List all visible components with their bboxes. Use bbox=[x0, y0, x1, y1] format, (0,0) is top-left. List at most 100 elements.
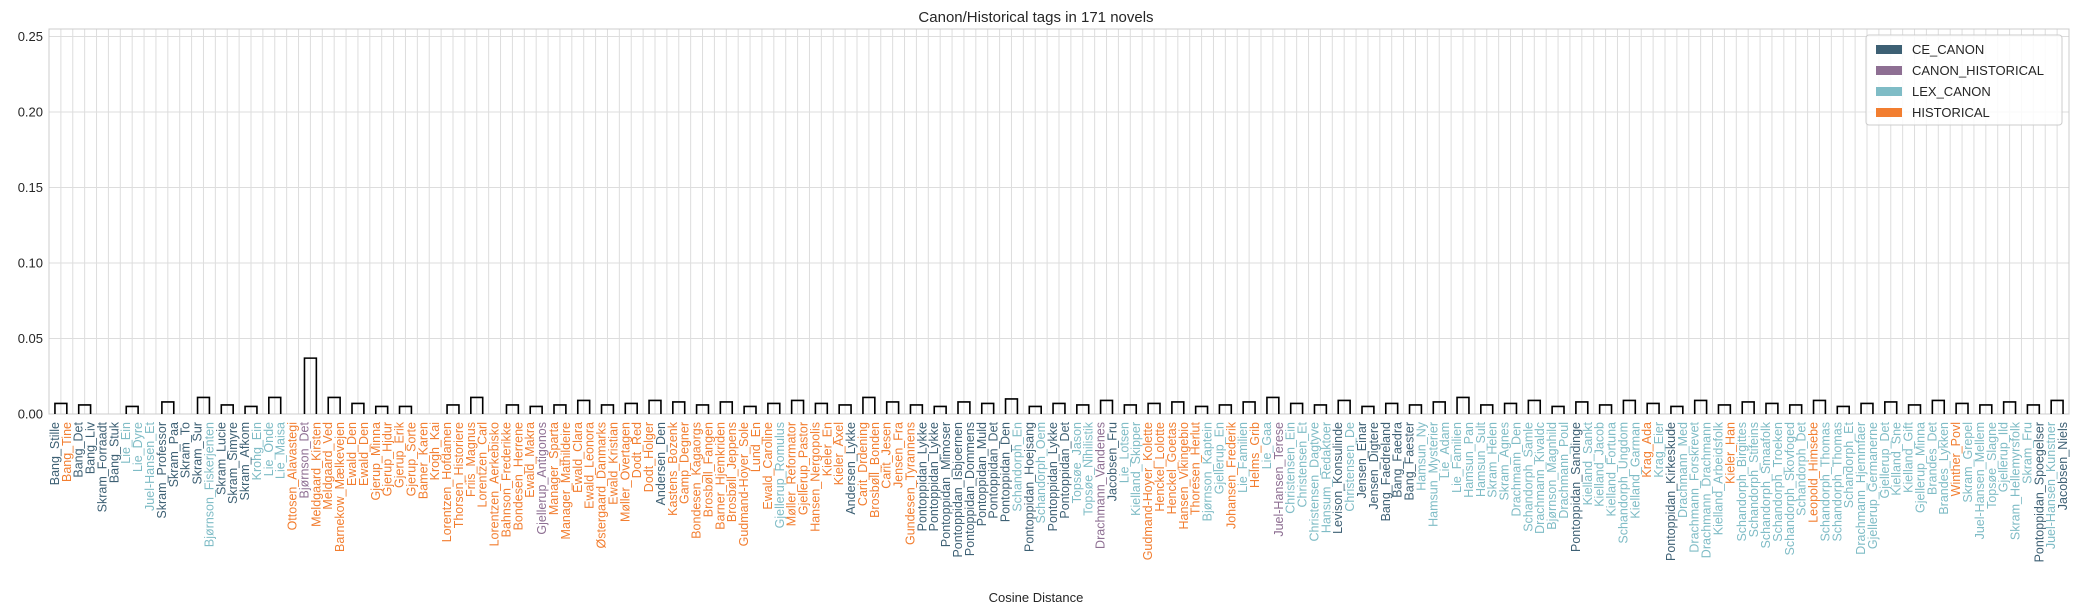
leaf-label: Schandorph_Oem bbox=[1034, 422, 1048, 523]
leaf-label: Thorsen_Historiere bbox=[452, 422, 466, 528]
y-tick-label: 0.05 bbox=[18, 331, 43, 346]
legend-box bbox=[1865, 34, 2063, 126]
leaf-label: Møller_Reformator bbox=[785, 422, 799, 526]
leaf-label: Skram_Grepel bbox=[1961, 422, 1975, 503]
leaf-label: Bang_Faedra bbox=[1391, 422, 1405, 498]
dendrogram-link bbox=[374, 405, 389, 414]
leaf-label: Pontoppidan_Sandinge bbox=[1569, 422, 1583, 552]
leaf-label: Drachmann_Med bbox=[1676, 422, 1690, 518]
dendrogram-link bbox=[790, 399, 805, 414]
dendrogram-link bbox=[1551, 405, 1565, 414]
leaf-label: Ewald_Den bbox=[345, 422, 359, 486]
leaf-label: Drachmann_Forskrevet bbox=[1688, 421, 1702, 552]
leaf-label: Carit_Jesen bbox=[880, 422, 894, 489]
leaf-label: Schandorph_Troeken bbox=[1771, 422, 1785, 542]
leaf-label: Skram_Fru bbox=[2020, 422, 2034, 484]
leaf-label: Meldgaard_Ved bbox=[321, 422, 335, 510]
dendrogram-link bbox=[1884, 401, 1898, 414]
leaf-label: Gjellerup_Romulus bbox=[773, 422, 787, 528]
dendrogram-link bbox=[1052, 402, 1066, 414]
dendrogram-link bbox=[1194, 405, 1209, 414]
leaf-label: Schandorph_Ungdom bbox=[1616, 422, 1630, 544]
leaf-label: Pontoppidan_Lykke bbox=[915, 422, 929, 531]
leaf-label: Hamsun_Pan bbox=[1462, 422, 1476, 498]
leaf-label: Krag_Eier bbox=[1652, 422, 1666, 478]
leaf-label: Gjellerup_En bbox=[1212, 422, 1226, 494]
leaf-label: Brosbøll_Bonden bbox=[868, 422, 882, 518]
leaf-label: Ottosen_Alavastegi bbox=[286, 422, 300, 530]
y-tick-label: 0.20 bbox=[18, 105, 43, 120]
leaf-label: Lorentzen_Hofdamen bbox=[440, 422, 454, 542]
leaf-label: Østergaard_Danmarks bbox=[595, 422, 609, 548]
dendrogram-link bbox=[553, 404, 567, 414]
leaf-label: Skram_Sur bbox=[191, 422, 205, 485]
leaf-label: Kieler_En bbox=[820, 422, 834, 476]
leaf-label: Johansen_Frederik bbox=[1224, 421, 1238, 529]
dendrogram-link bbox=[1171, 401, 1185, 414]
leaf-label: Skram_Forraadt bbox=[95, 421, 109, 512]
leaf-label: Gundesen_Tyrannens bbox=[903, 422, 917, 545]
leaf-label: Kielland_Arbeidsfolk bbox=[1711, 421, 1725, 535]
legend-label: CE_CANON bbox=[1912, 42, 1984, 57]
leaf-label: Jensen_Einar bbox=[1355, 422, 1369, 498]
leaf-label: Gudmand-Hoyer_Sole bbox=[737, 422, 751, 546]
dendrogram-link bbox=[303, 357, 318, 414]
dendrogram-link bbox=[1717, 404, 1732, 414]
leaf-label: Hamsun_Ny bbox=[1414, 421, 1428, 491]
leaf-label: Lie_Adam bbox=[1438, 422, 1452, 478]
leaf-label: Kieler_Han bbox=[1723, 422, 1737, 484]
dendrogram-link bbox=[505, 404, 520, 414]
legend: CE_CANON CANON_HISTORICAL LEX_CANON HISTORI… bbox=[1865, 34, 2063, 126]
leaf-label: Bang_Faester bbox=[1403, 422, 1417, 501]
dendrogram-link bbox=[470, 396, 484, 414]
leaf-label: Levison_Konsulinde bbox=[1331, 422, 1345, 534]
dendrogram-link bbox=[1004, 398, 1019, 414]
leaf-label: Lorentzen_Carl bbox=[476, 422, 490, 507]
leaf-label: Brosbøll_Jeppens bbox=[725, 422, 739, 522]
dendrogram-link bbox=[125, 405, 139, 414]
leaf-label: Manager_Sparta bbox=[547, 422, 561, 515]
dendrogram-link bbox=[1456, 396, 1470, 414]
y-tick-label: 0.15 bbox=[18, 180, 43, 195]
dendrogram-link bbox=[1931, 399, 1946, 414]
plot-frame bbox=[48, 28, 2070, 415]
leaf-label: Bang_Faedreland bbox=[1379, 422, 1393, 521]
dendrogram-link bbox=[54, 402, 68, 414]
leaf-label: Lie_Familien bbox=[1236, 422, 1250, 493]
leaf-label: Jacobsen_Fru bbox=[1105, 422, 1119, 501]
dendrogram-link bbox=[1622, 399, 1637, 414]
leaf-label: Helms_Grib bbox=[1248, 422, 1262, 488]
leaf-label: Gjerup_Sorte bbox=[404, 422, 418, 496]
leaf-label: Kielland_Gift bbox=[1902, 421, 1916, 492]
leaf-label: Skram_Simyre bbox=[226, 422, 240, 504]
leaf-label: Lie_Familien bbox=[1450, 422, 1464, 493]
leaf-label: Kielland_Fortuna bbox=[1605, 422, 1619, 517]
leaf-label: Brandes_Det bbox=[1925, 421, 1939, 494]
leaf-label: Schandorph_Det bbox=[1795, 421, 1809, 515]
dendrogram-link bbox=[719, 401, 734, 414]
leaf-label: Skram_Paa bbox=[167, 422, 181, 487]
leaf-label: Juel-Hansen_Et bbox=[143, 421, 157, 510]
dendrogram-link bbox=[1812, 399, 1827, 414]
leaf-label: Christensen_De bbox=[1343, 422, 1357, 512]
leaf-label: Hansen_Vikingebio bbox=[1177, 422, 1191, 530]
dendrogram-link bbox=[1361, 405, 1375, 414]
leaf-label: Schandorph_Samle bbox=[1521, 422, 1535, 532]
leaf-label: Manager_Mathildeire bbox=[559, 422, 573, 539]
leaf-label: Schandorph_Thomas bbox=[1818, 422, 1832, 542]
dendrogram-link bbox=[1575, 401, 1589, 414]
leaf-label: Juel-Hansen_Kunstner bbox=[2044, 422, 2058, 549]
leaf-label: Møller_Overtagen bbox=[618, 422, 632, 522]
dendrogram-link bbox=[1860, 402, 1874, 414]
dendrogram-link bbox=[1123, 404, 1138, 414]
leaf-label: Brosbøll_Fangen bbox=[701, 422, 715, 517]
leaf-label: Pontoppidan_Hoejsang bbox=[1022, 422, 1036, 552]
dendrogram-link bbox=[2002, 401, 2017, 414]
dendrogram-link bbox=[1266, 396, 1280, 414]
leaf-label: Bondesen_Herrene bbox=[511, 422, 525, 530]
dendrogram-link bbox=[624, 402, 638, 414]
dendrogram-link bbox=[1432, 401, 1446, 414]
dendrogram-link bbox=[767, 402, 781, 414]
leaf-label: Gjellerup_Antigonos bbox=[535, 422, 549, 535]
leaf-label: Kieler_Axel bbox=[832, 422, 846, 485]
